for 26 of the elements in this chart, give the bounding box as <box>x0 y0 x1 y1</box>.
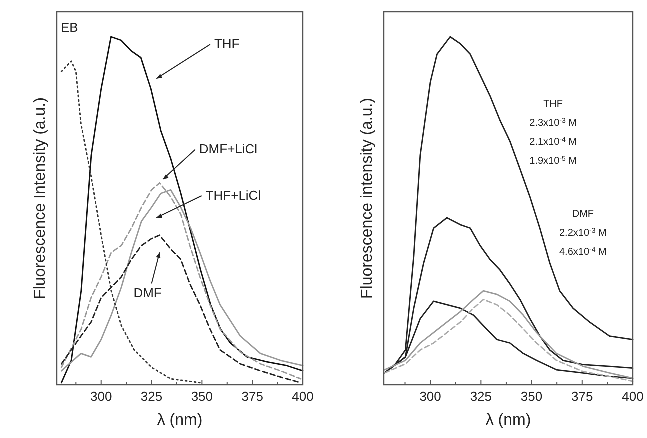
y-axis-title: Fluorescence intensity (a.u.) <box>359 98 376 299</box>
annotation: DMF <box>572 209 594 220</box>
annotation: 2.3x10$^{-3}$ M <box>530 118 578 129</box>
annotation: DMF+LiCl <box>199 142 258 157</box>
annotation: 1.9x10$^{-5}$ M <box>530 156 578 167</box>
x-tick-label: 375 <box>242 389 264 404</box>
y-axis-title: Fluorescence Intensity (a.u.) <box>32 98 49 300</box>
x-tick-label: 325 <box>140 389 163 404</box>
x-axis-title: λ (nm) <box>157 412 203 429</box>
annotation: THF+LiCl <box>206 188 262 203</box>
annotation: 2.1x10$^{-4}$ M <box>530 136 578 148</box>
annotation: 4.6x10$^{-4}$ M <box>560 246 607 258</box>
x-tick-label: 300 <box>420 389 442 404</box>
x-tick-label: 350 <box>520 389 543 404</box>
x-axis-title: λ (nm) <box>486 412 532 429</box>
annotation: 2.2x10$^{-3}$ M <box>560 228 607 239</box>
text: EB <box>61 20 78 35</box>
x-tick-label: 300 <box>90 389 112 404</box>
x-tick-label: 325 <box>470 389 492 404</box>
annotation: THF <box>214 36 240 52</box>
x-tick-label: 350 <box>191 389 214 404</box>
x-tick-label: 400 <box>292 389 314 404</box>
x-tick-label: 400 <box>622 389 644 404</box>
annotation: THF <box>544 99 564 110</box>
x-tick-label: 375 <box>572 389 594 404</box>
annotation: DMF <box>134 286 162 301</box>
